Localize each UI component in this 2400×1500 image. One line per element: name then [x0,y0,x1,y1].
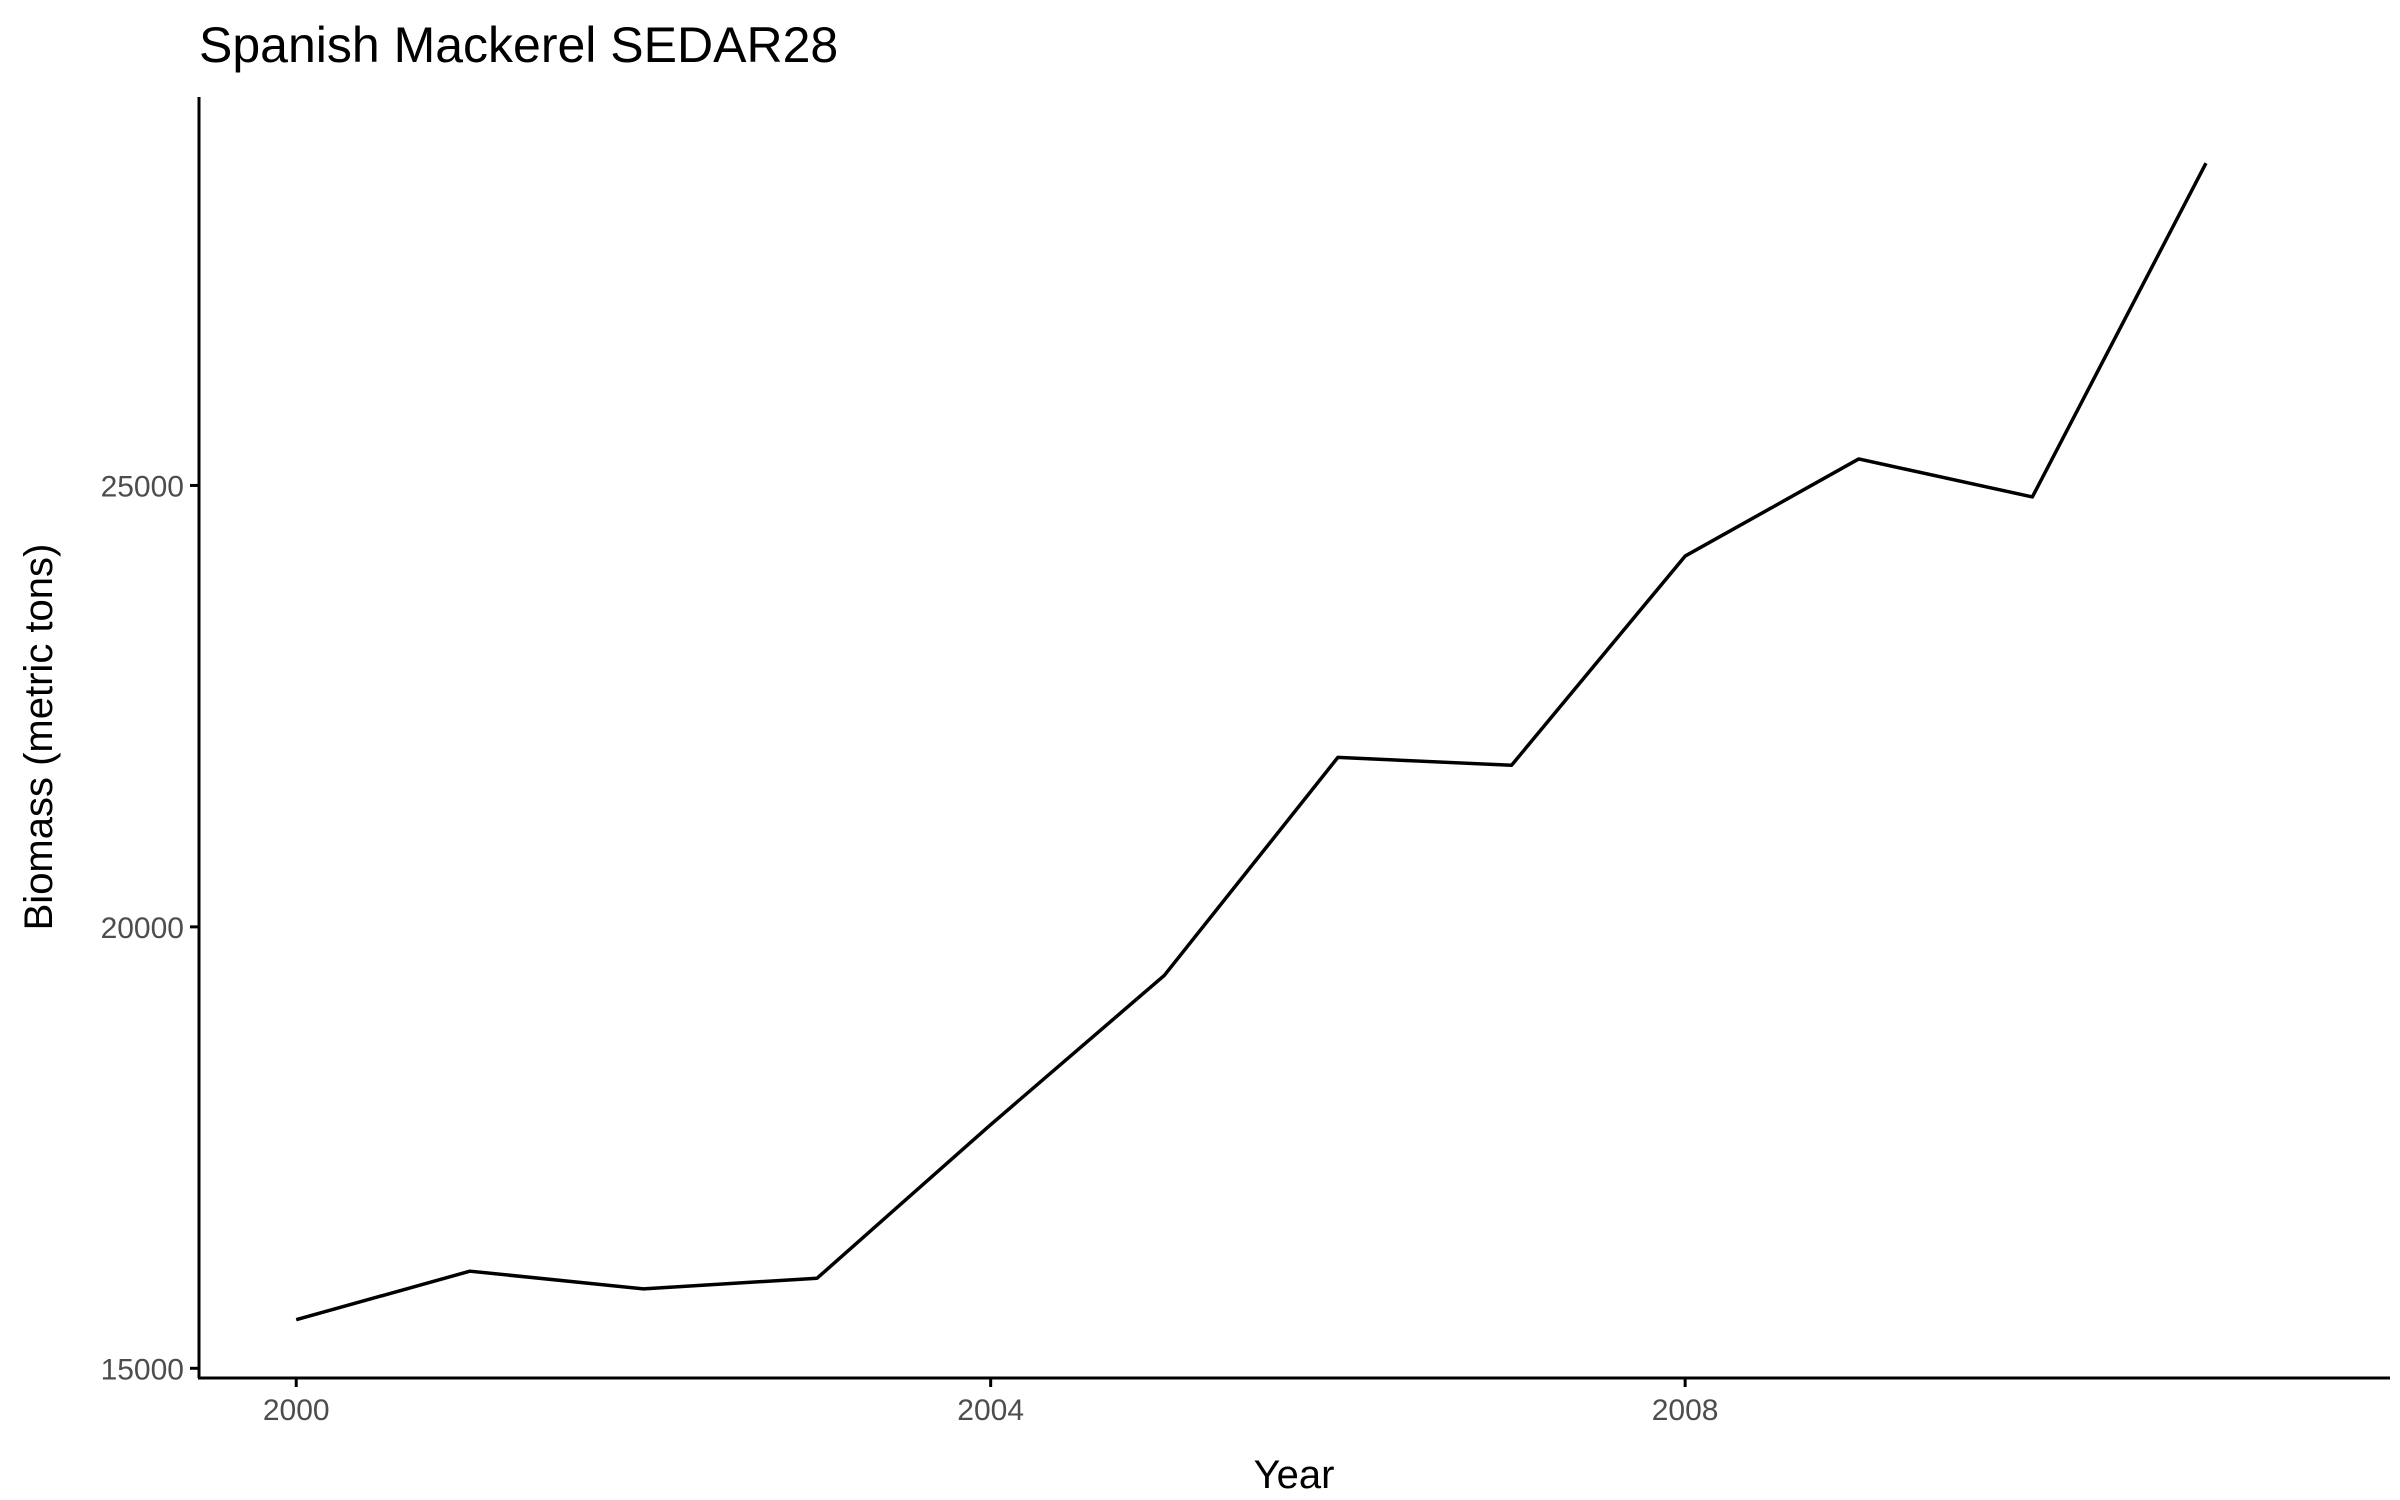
y-tick-label: 20000 [101,912,184,945]
y-tick-label: 25000 [101,470,184,503]
x-axis-ticks: 2000 2004 2008 [263,1378,1719,1427]
chart-title: Spanish Mackerel SEDAR28 [199,17,838,73]
y-tick-label: 15000 [101,1353,184,1386]
x-tick-label: 2008 [1652,1394,1719,1427]
x-tick-label: 2004 [957,1394,1024,1427]
y-axis-title: Biomass (metric tons) [17,544,61,931]
y-axis-ticks: 15000 20000 25000 [101,470,199,1386]
x-tick-label: 2000 [263,1394,330,1427]
x-axis-title: Year [1254,1453,1335,1497]
biomass-series-line [295,162,2208,1322]
